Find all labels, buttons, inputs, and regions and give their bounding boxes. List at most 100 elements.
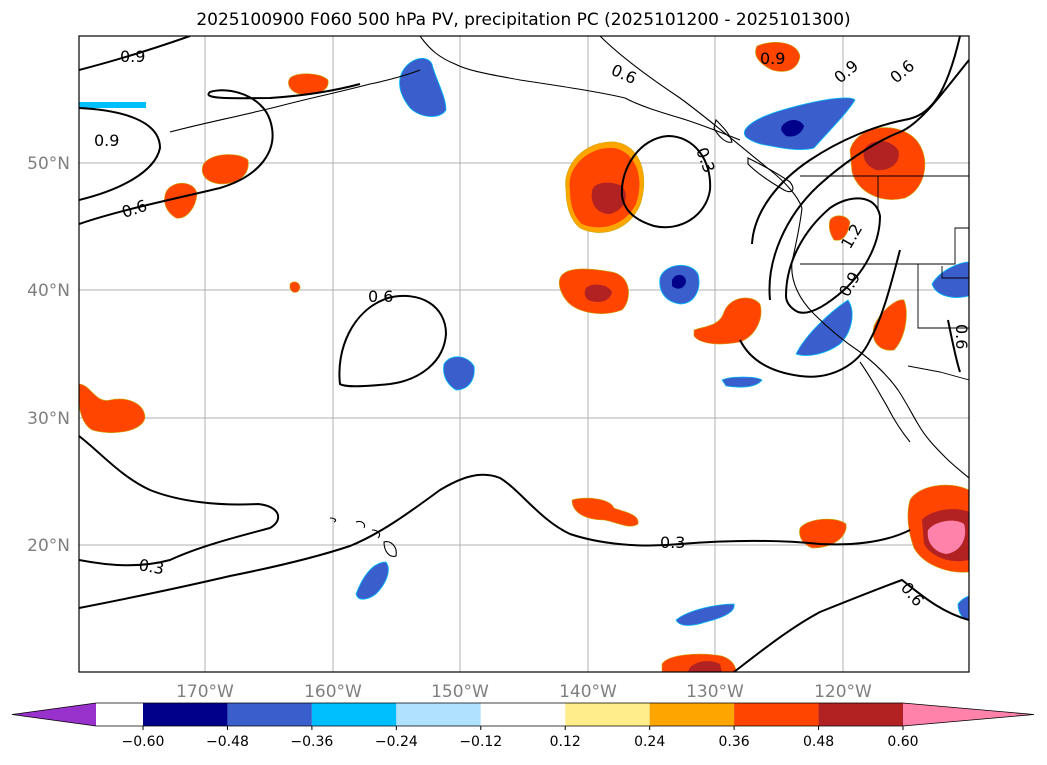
- colorbar-tick-label: 0.60: [887, 734, 918, 750]
- precip-blob: [164, 182, 198, 219]
- pv-contour-0.6-se: [733, 578, 969, 672]
- colorbar-segment: [396, 703, 481, 726]
- colorbar-segment: [649, 703, 735, 726]
- contour-label: 0.3: [660, 533, 685, 552]
- colorbar-extension-max: [903, 703, 1034, 726]
- colorbar-outline: [11, 702, 1035, 727]
- colorbar-segment: [734, 703, 819, 726]
- precip-blob: [675, 603, 735, 626]
- colorbar: −0.60 −0.48 −0.36 −0.24 −0.12 0.12 0.24 0.36 0.4…: [11, 702, 1035, 750]
- pv-contour-0.6-tail: [739, 249, 901, 378]
- precip-blob: [755, 42, 801, 72]
- colorbar-segment: [818, 703, 903, 726]
- colorbar-tick-label: 0.12: [550, 734, 581, 750]
- colorbar-tick-label: −0.24: [375, 734, 418, 750]
- contour-label: 0.9: [760, 49, 785, 68]
- colorbar-segment: [227, 703, 312, 726]
- precip-blob: [721, 376, 763, 388]
- precip-blob: [688, 661, 722, 672]
- pv-contour-0.6-island: [338, 294, 448, 388]
- map-frame: [78, 35, 970, 673]
- border-us-mexico: [907, 365, 969, 381]
- coastlines: [169, 36, 969, 557]
- precip-positive-areas: [79, 42, 969, 672]
- contour-label: 0.3: [137, 555, 165, 578]
- colorbar-tick-label: 0.36: [719, 734, 750, 750]
- border-state: [917, 264, 969, 329]
- pv-contour-0.9-trough: [768, 59, 969, 301]
- colorbar-tick-label: −0.48: [206, 734, 249, 750]
- colorbar-segment: [311, 703, 397, 726]
- precip-blob: [795, 299, 853, 356]
- lat-labels: 20°N 30°N 40°N 50°N: [27, 154, 70, 556]
- map-title: 2025100900 F060 500 hPa PV, precipitatio…: [196, 10, 851, 30]
- precip-blob: [571, 497, 639, 527]
- coastline-baja: [859, 361, 911, 443]
- contour-label: 0.6: [952, 324, 971, 349]
- border-state: [800, 227, 969, 265]
- lon-label-130w: 130°W: [686, 682, 744, 702]
- precip-blob: [584, 284, 612, 302]
- precip-blob: [672, 274, 686, 289]
- pv-contour-0.3-ridge: [620, 134, 712, 229]
- colorbar-segment: [480, 703, 566, 726]
- coastline-hawaii: [329, 517, 337, 523]
- coastline-haida: [713, 118, 733, 143]
- colorbar-tick-label: 0.48: [803, 734, 834, 750]
- pv-contour-0.6-west: [79, 83, 361, 225]
- lat-label-50n: 50°N: [27, 154, 70, 174]
- border-state: [941, 266, 969, 279]
- colorbar-tick-label: 0.24: [634, 734, 665, 750]
- lat-label-40n: 40°N: [27, 281, 70, 301]
- colorbar-tick-label: −0.12: [459, 734, 502, 750]
- lon-label-150w: 150°W: [431, 682, 489, 702]
- precip-blob: [591, 182, 626, 214]
- pv-contour-1.2: [784, 197, 882, 314]
- precip-blob: [201, 154, 249, 185]
- colorbar-segment: [143, 703, 228, 726]
- precip-blob: [863, 141, 899, 171]
- precip-blob: [799, 518, 847, 549]
- coastline-hawaii: [383, 541, 397, 557]
- lat-label-30n: 30°N: [27, 409, 70, 429]
- pv-contour-0.9: [79, 36, 191, 71]
- precip-blob: [443, 356, 475, 391]
- lon-label-170w: 170°W: [176, 682, 234, 702]
- pv-contour-0.6-east: [947, 319, 961, 373]
- colorbar-tick-label: −0.36: [290, 734, 333, 750]
- precip-blob: [872, 299, 907, 351]
- precip-blob: [355, 561, 389, 600]
- pv-contour-0.3-south: [79, 473, 911, 609]
- contour-labels: 0.9 0.9 0.6 0.6 0.3 0.3 0.3 0.6 0.9 0.9 …: [94, 47, 971, 610]
- precip-blob: [781, 120, 804, 137]
- precip-blob: [957, 595, 969, 621]
- colorbar-tick-label: −0.60: [122, 734, 165, 750]
- map-background: [79, 36, 969, 672]
- lon-label-160w: 160°W: [304, 682, 362, 702]
- precip-blob: [927, 520, 966, 554]
- pv-contours: [79, 36, 969, 672]
- precip-blob: [289, 281, 301, 293]
- pv-contour-0.9-south: [79, 107, 162, 201]
- lon-labels: 170°W 160°W 150°W 140°W 130°W 120°W: [176, 682, 872, 702]
- coastline-uswest: [791, 207, 969, 479]
- contour-label: 0.9: [94, 131, 119, 150]
- lon-label-140w: 140°W: [559, 682, 617, 702]
- colorbar-segment: [565, 703, 650, 726]
- precip-blob: [79, 383, 146, 433]
- precip-blob: [693, 297, 762, 345]
- coastline-aleutians: [169, 69, 421, 133]
- coastline-hawaii: [355, 520, 366, 529]
- lon-label-120w: 120°W: [814, 682, 872, 702]
- contour-label: 0.9: [120, 47, 145, 66]
- contour-label: 0.6: [368, 287, 393, 306]
- colorbar-extension-min: [12, 703, 96, 726]
- coastline-alaska: [419, 36, 741, 141]
- pv-contour-0.3-west: [79, 435, 280, 567]
- precip-blob: [79, 102, 146, 108]
- coastline-bc: [599, 36, 803, 209]
- lat-label-20n: 20°N: [27, 536, 70, 556]
- coastline-vancouver: [747, 157, 794, 193]
- precip-blob: [828, 215, 851, 241]
